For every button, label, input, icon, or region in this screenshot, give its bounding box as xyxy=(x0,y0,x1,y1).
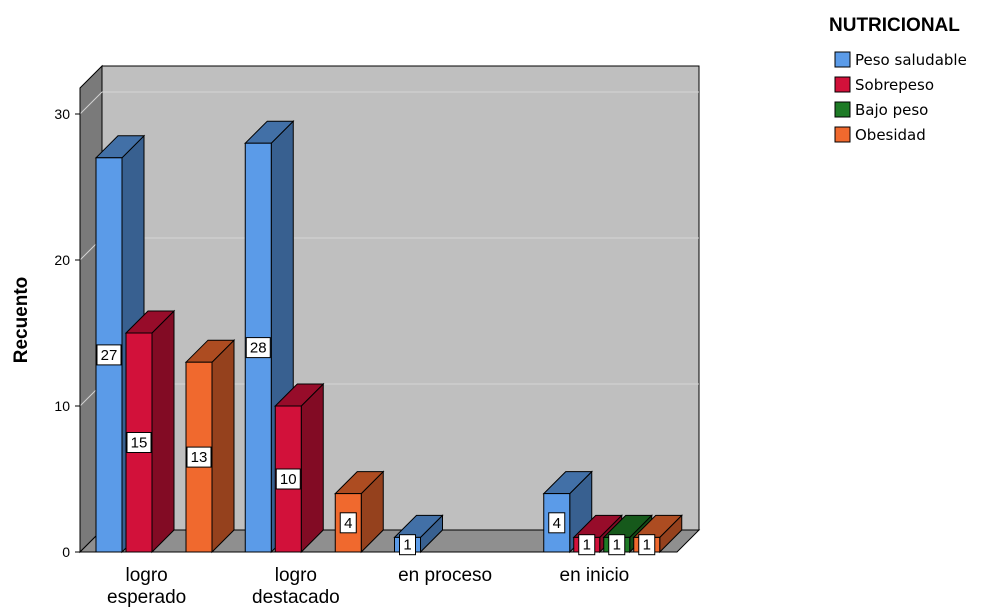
category-label: logro esperado xyxy=(107,565,186,608)
data-label-box xyxy=(399,534,416,556)
y-axis: 0 10 20 30 xyxy=(54,88,81,560)
y-tick-label: 0 xyxy=(62,544,70,560)
gridline xyxy=(79,91,103,115)
data-label-box xyxy=(275,468,301,490)
data-label-box xyxy=(339,512,357,534)
y-tick-label: 10 xyxy=(54,398,70,414)
gridlines xyxy=(79,91,699,407)
data-label-box xyxy=(578,534,596,556)
legend-label: Obesidad xyxy=(855,126,926,144)
category-label: en inicio xyxy=(560,565,630,586)
category-labels: logro esperado logro destacado en proceso en … xyxy=(107,565,629,608)
data-label-box xyxy=(126,432,152,453)
legend-swatch xyxy=(834,101,851,118)
legend: NUTRICIONAL Peso saludable Sobrepeso Bajo … xyxy=(829,15,967,144)
data-label: 4 xyxy=(344,515,352,532)
bar-side xyxy=(151,309,175,554)
data-label-box xyxy=(608,534,626,556)
legend-label: Sobrepeso xyxy=(855,76,934,94)
y-tick-label: 20 xyxy=(54,252,70,268)
bar: 1 xyxy=(632,514,683,556)
data-label-box xyxy=(548,512,566,534)
legend-swatch xyxy=(834,51,851,68)
data-label-box xyxy=(186,446,212,468)
category-label: en proceso xyxy=(398,565,492,586)
bar: 4 xyxy=(334,470,385,554)
data-label: 4 xyxy=(553,515,561,532)
legend-label: Peso saludable xyxy=(855,51,967,69)
legend-swatch xyxy=(834,76,851,93)
data-label: 28 xyxy=(250,340,267,357)
data-label: 1 xyxy=(613,537,621,554)
bar-side xyxy=(300,382,324,554)
data-label-box xyxy=(245,337,271,359)
bar: 4 xyxy=(542,470,593,554)
legend-title: NUTRICIONAL xyxy=(829,15,960,36)
bar: 10 xyxy=(274,382,325,554)
bar: 13 xyxy=(184,338,236,554)
bar-side xyxy=(211,338,235,554)
bar: 15 xyxy=(124,309,176,554)
bar: 1 xyxy=(393,514,444,556)
data-label: 1 xyxy=(643,537,651,554)
y-axis-label: Recuento xyxy=(11,277,32,364)
data-label-box xyxy=(96,344,122,366)
data-label: 13 xyxy=(191,449,208,466)
bars: 27 15 13 28 10 4 1 4 1 1 1 xyxy=(94,119,683,556)
legend-label: Bajo peso xyxy=(855,101,928,119)
data-label: 10 xyxy=(280,471,297,488)
y-tick-label: 30 xyxy=(54,106,70,122)
data-label: 1 xyxy=(583,537,591,554)
data-label-box xyxy=(638,534,656,556)
data-label: 15 xyxy=(131,435,148,452)
data-label: 1 xyxy=(403,537,411,554)
category-label: logro destacado xyxy=(252,565,340,608)
data-label: 27 xyxy=(101,347,118,364)
legend-swatch xyxy=(834,126,851,143)
